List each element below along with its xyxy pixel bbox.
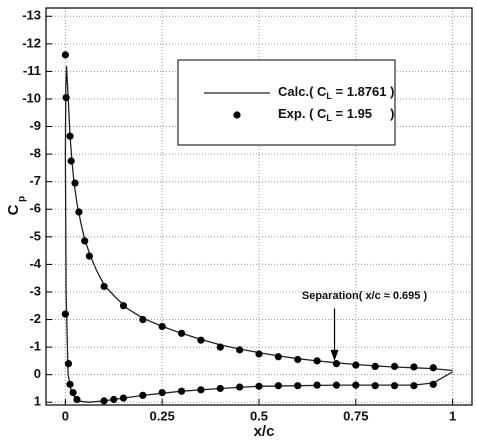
y-tick-label: -10 <box>22 90 41 105</box>
plot-frame <box>45 7 473 406</box>
exp-point <box>236 383 244 391</box>
exp-point <box>62 94 70 102</box>
legend-box <box>177 59 396 146</box>
x-tick-label: 0.75 <box>343 408 368 423</box>
y-tick-label: -12 <box>22 35 41 50</box>
y-tick-label: -2 <box>29 311 41 326</box>
exp-point <box>61 310 69 318</box>
y-tick-label: 1 <box>34 394 41 409</box>
y-tick-label: 0 <box>34 366 41 381</box>
exp-point <box>236 346 244 354</box>
exp-point <box>158 322 166 331</box>
legend-marker <box>233 111 241 119</box>
exp-point <box>119 302 128 310</box>
exp-point <box>390 362 399 371</box>
exp-point <box>66 380 74 388</box>
y-tick-label: -4 <box>29 256 41 271</box>
y-axis-label-group: C p <box>5 196 28 216</box>
x-tick-label: 0.5 <box>250 408 268 423</box>
y-axis-label: C <box>5 204 22 215</box>
exp-point <box>410 363 418 371</box>
exp-point <box>352 361 360 369</box>
exp-point <box>81 237 89 245</box>
legend-label: Calc.( CL = 1.8761 ) <box>278 84 394 101</box>
exp-point <box>313 357 321 365</box>
y-tick-label: -8 <box>29 146 41 161</box>
exp-point <box>73 395 81 404</box>
exp-point <box>197 336 205 344</box>
exp-point <box>66 132 74 140</box>
y-tick-label: -9 <box>29 118 41 133</box>
exp-point <box>294 355 302 364</box>
exp-point <box>390 382 399 390</box>
exp-point <box>352 381 360 389</box>
exp-point <box>177 329 186 337</box>
exp-point <box>71 179 79 187</box>
y-tick-label: -3 <box>29 283 41 298</box>
exp-point <box>313 381 321 389</box>
arrow-head <box>330 349 339 361</box>
exp-point <box>85 252 93 260</box>
exp-point <box>410 382 418 390</box>
legend-label: Exp. ( CL = 1.95 ) <box>278 106 394 123</box>
exp-point <box>100 282 108 291</box>
exp-point <box>274 382 282 390</box>
exp-point <box>197 386 205 394</box>
exp-point <box>429 380 437 388</box>
x-tick-label: 0.25 <box>150 408 175 423</box>
exp-point <box>216 343 224 351</box>
exp-point <box>158 388 166 397</box>
exp-point <box>332 381 341 389</box>
exp-point <box>139 315 147 324</box>
exp-point <box>139 391 147 399</box>
y-tick-label: -11 <box>23 63 41 78</box>
exp-point <box>177 387 186 395</box>
exp-point <box>255 350 263 358</box>
exp-point <box>75 208 83 216</box>
exp-point <box>274 353 282 361</box>
exp-point <box>69 388 77 397</box>
y-tick-label: -13 <box>22 8 41 23</box>
exp-point <box>64 360 73 368</box>
exp-point <box>371 382 379 390</box>
exp-point <box>67 157 75 165</box>
y-tick-label: -6 <box>29 201 41 216</box>
exp-point <box>100 397 108 405</box>
y-tick-label: -7 <box>29 173 41 188</box>
exp-point <box>61 51 69 59</box>
exp-point <box>216 384 224 393</box>
x-axis-label: x/c <box>254 423 275 440</box>
y-tick-label: -5 <box>29 228 41 243</box>
exp-point <box>294 382 302 390</box>
annotation-text: Separation( x/c ≈ 0.695 ) <box>302 290 428 302</box>
x-tick-label: 0 <box>62 408 69 423</box>
exp-point <box>119 394 128 402</box>
exp-point <box>255 382 263 390</box>
x-tick-label: 1 <box>449 408 456 423</box>
exp-point <box>110 395 118 404</box>
exp-point <box>371 362 379 371</box>
exp-point <box>429 364 437 372</box>
y-tick-label: -1 <box>29 339 41 354</box>
y-axis-label-sub: p <box>17 196 28 202</box>
exp-point <box>332 360 341 368</box>
